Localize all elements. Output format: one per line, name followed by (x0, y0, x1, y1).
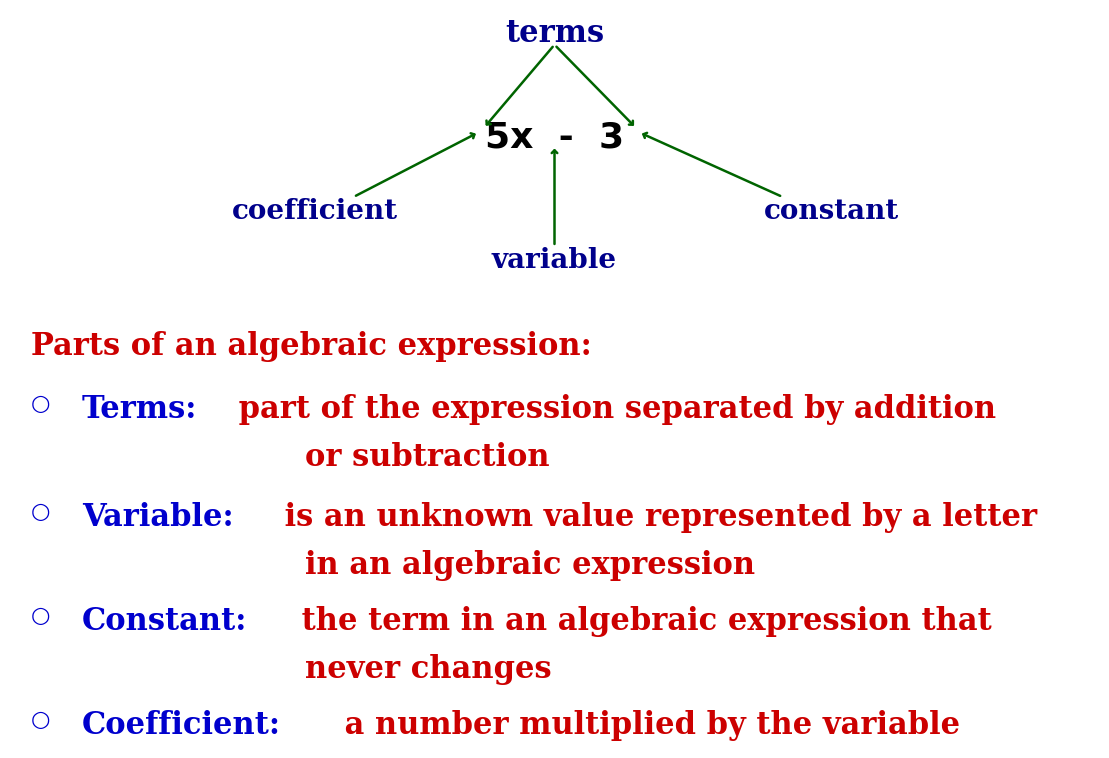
Text: constant: constant (764, 199, 899, 225)
Text: Constant:: Constant: (82, 606, 247, 637)
Text: ○: ○ (31, 502, 50, 522)
Text: variable: variable (492, 246, 617, 274)
Text: Coefficient:: Coefficient: (82, 709, 281, 741)
Text: is an unknown value represented by a letter: is an unknown value represented by a let… (274, 502, 1037, 533)
Text: or subtraction: or subtraction (305, 442, 549, 473)
Text: Variable:: Variable: (82, 502, 234, 533)
Text: in an algebraic expression: in an algebraic expression (305, 550, 754, 581)
Text: Parts of an algebraic expression:: Parts of an algebraic expression: (31, 330, 591, 362)
Text: terms: terms (505, 18, 604, 49)
Text: the term in an algebraic expression that: the term in an algebraic expression that (291, 606, 991, 637)
Text: never changes: never changes (305, 654, 551, 684)
Text: Terms:: Terms: (82, 394, 197, 424)
Text: ○: ○ (31, 709, 50, 729)
Text: 5x  -  3: 5x - 3 (485, 121, 624, 155)
Text: part of the expression separated by addition: part of the expression separated by addi… (227, 394, 996, 424)
Text: coefficient: coefficient (233, 199, 398, 225)
Text: ○: ○ (31, 394, 50, 414)
Text: a number multiplied by the variable: a number multiplied by the variable (334, 709, 959, 741)
Text: ○: ○ (31, 606, 50, 625)
